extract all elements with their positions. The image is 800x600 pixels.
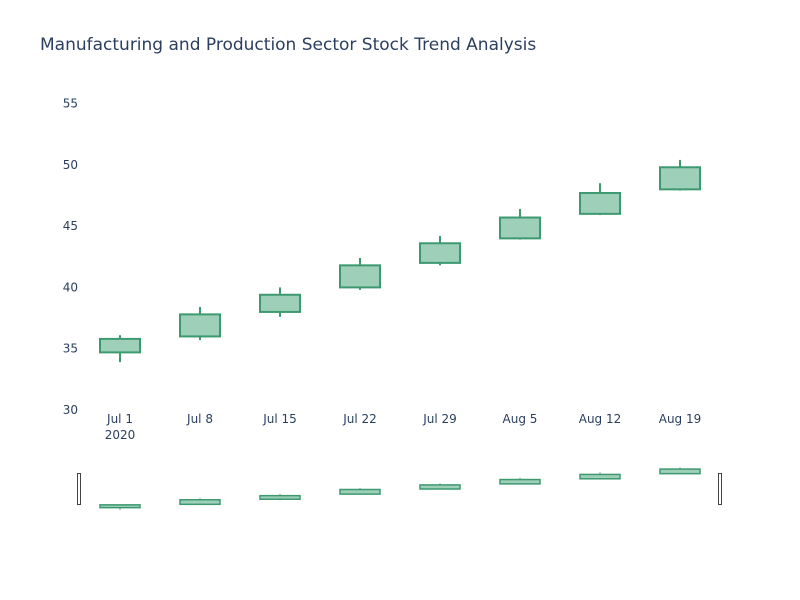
candle-body — [99, 337, 141, 354]
x-axis-ticks: Jul 1 Jul 8 Jul 15 Jul 22 Jul 29 Aug 5 Aug 12 A… — [106, 412, 701, 426]
candle — [419, 235, 461, 266]
range-slider-right-handle[interactable] — [718, 473, 722, 505]
slider-candle — [259, 494, 301, 501]
candle-body — [659, 166, 701, 191]
candle-body — [339, 264, 381, 289]
y-tick-label: 35 — [63, 342, 78, 356]
candle — [499, 208, 541, 240]
candle — [579, 183, 621, 216]
x-tick-label: Jul 22 — [342, 412, 377, 426]
x-tick-label: Jul 8 — [186, 412, 213, 426]
y-tick-label: 55 — [63, 97, 78, 111]
slider-candle-body — [499, 478, 541, 485]
candle-body — [499, 216, 541, 240]
slider-candle-body — [259, 494, 301, 500]
candle-body — [419, 242, 461, 264]
slider-candle — [499, 477, 541, 485]
slider-candle — [579, 472, 621, 480]
x-tick-label: Aug 19 — [659, 412, 702, 426]
slider-candle-body — [419, 484, 461, 490]
x-tick-label: Aug 12 — [579, 412, 622, 426]
candle-body — [179, 313, 221, 338]
candle-body — [259, 293, 301, 313]
slider-candle-body — [659, 468, 701, 475]
x-tick-label: Aug 5 — [503, 412, 538, 426]
candle — [659, 159, 701, 191]
x-tick-label: Jul 29 — [422, 412, 457, 426]
slider-candle-body — [339, 488, 381, 495]
chart-title: Manufacturing and Production Sector Stoc… — [40, 35, 536, 55]
y-tick-label: 40 — [63, 280, 78, 294]
x-tick-label: Jul 15 — [262, 412, 297, 426]
slider-candle-body — [99, 504, 141, 509]
candle — [339, 257, 381, 290]
slider-candle — [339, 487, 381, 495]
candle-body — [579, 192, 621, 215]
y-tick-label: 45 — [63, 219, 78, 233]
slider-candle — [179, 498, 221, 506]
y-tick-label: 50 — [63, 158, 78, 172]
slider-candle-body — [179, 498, 221, 506]
slider-candle — [99, 504, 141, 510]
slider-candle-body — [579, 473, 621, 480]
candle — [179, 307, 221, 341]
candle — [259, 287, 301, 317]
range-slider[interactable] — [77, 467, 722, 510]
range-slider-left-handle[interactable] — [77, 473, 81, 505]
candle — [99, 335, 141, 363]
y-axis-ticks: 30 35 40 45 50 55 — [63, 97, 78, 417]
x-tick-label: Jul 1 — [106, 412, 133, 426]
slider-candle — [419, 483, 461, 490]
y-tick-label: 30 — [63, 403, 78, 417]
x-year-label: 2020 — [105, 428, 136, 442]
slider-candle — [659, 467, 701, 475]
candles — [99, 159, 701, 363]
